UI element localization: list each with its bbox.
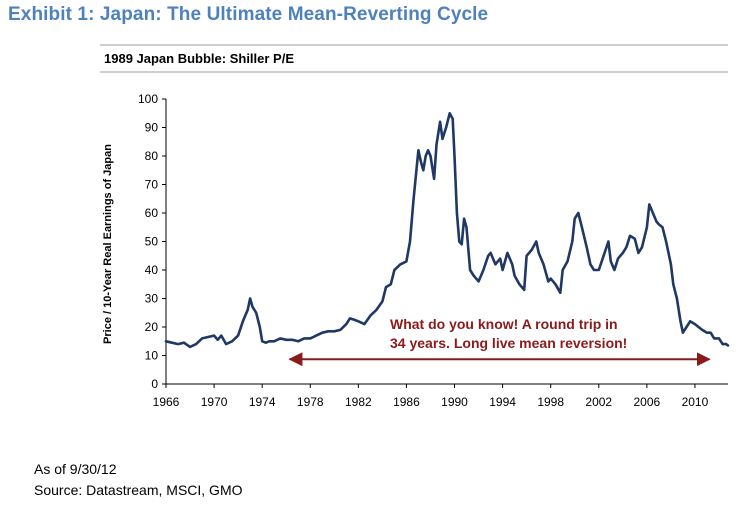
y-tick-label: 30	[145, 292, 159, 306]
x-tick-label: 1986	[393, 395, 420, 409]
y-tick-label: 50	[145, 235, 159, 249]
y-tick-label: 0	[151, 377, 158, 391]
x-tick-label: 1978	[297, 395, 324, 409]
x-ticks: 1966 1970 1974 1978 1982 1986 1990 1994 1998 2002…	[153, 384, 709, 409]
x-tick-label: 1994	[489, 395, 516, 409]
source-note: Source: Datastream, MSCI, GMO	[34, 482, 243, 498]
y-tick-label: 10	[145, 349, 159, 363]
x-tick-label: 2002	[585, 395, 612, 409]
shiller-pe-line	[164, 112, 730, 349]
x-tick-label: 2006	[634, 395, 661, 409]
y-tick-label: 80	[145, 149, 159, 163]
x-tick-label: 1990	[441, 395, 468, 409]
x-tick-label: 1998	[537, 395, 564, 409]
y-tick-label: 70	[145, 178, 159, 192]
y-tick-label: 20	[145, 320, 159, 334]
chart: 1989 Japan Bubble: Shiller P/E Price / 1…	[100, 44, 730, 409]
x-tick-label: 1966	[153, 395, 180, 409]
y-axis-label: Price / 10-Year Real Earnings of Japan	[102, 144, 114, 344]
annotation-text-line1: What do you know! A round trip in	[390, 316, 618, 332]
x-tick-label: 2010	[682, 395, 709, 409]
chart-title: 1989 Japan Bubble: Shiller P/E	[104, 51, 294, 66]
y-tick-label: 90	[145, 121, 159, 135]
y-tick-label: 40	[145, 263, 159, 277]
exhibit-title: Exhibit 1: Japan: The Ultimate Mean-Reve…	[8, 4, 489, 25]
x-tick-label: 1982	[345, 395, 372, 409]
x-tick-label: 1970	[201, 395, 228, 409]
y-ticks: 0 10 20 30 40 50 60 70 80 90 100	[138, 92, 166, 391]
x-tick-label: 1974	[249, 395, 276, 409]
as-of-note: As of 9/30/12	[34, 461, 117, 477]
annotation-text-line2: 34 years. Long live mean reversion!	[390, 335, 627, 351]
y-tick-label: 100	[138, 92, 158, 106]
y-tick-label: 60	[145, 206, 159, 220]
